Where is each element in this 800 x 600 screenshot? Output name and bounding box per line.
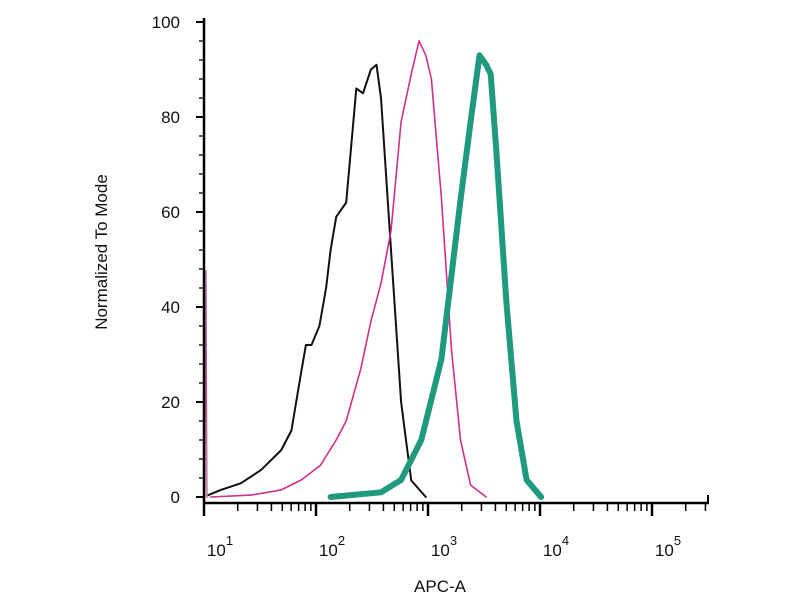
- x-tick-label: 104: [543, 533, 569, 560]
- x-tick-label: 103: [431, 533, 457, 560]
- x-tick-base: 10: [207, 541, 226, 560]
- x-tick-exponent: 5: [674, 533, 681, 548]
- x-axis-title: APC-A: [414, 577, 467, 596]
- series-control-black: [207, 63, 427, 498]
- series-sample-magenta: [209, 40, 488, 498]
- x-tick-exponent: 1: [226, 533, 233, 548]
- edge-spike: [204, 269, 208, 499]
- y-tick-label: 80: [161, 108, 180, 127]
- y-axis-title: Normalized To Mode: [92, 174, 111, 330]
- series-sample-teal: [327, 52, 545, 500]
- x-tick-base: 10: [431, 541, 450, 560]
- y-tick-label: 60: [161, 203, 180, 222]
- x-tick-base: 10: [655, 541, 674, 560]
- axes-layer: [202, 18, 709, 505]
- x-tick-exponent: 2: [338, 533, 345, 548]
- x-tick-exponent: 3: [450, 533, 457, 548]
- x-tick-label: 101: [207, 533, 233, 560]
- y-tick-label: 40: [161, 298, 180, 317]
- x-tick-base: 10: [319, 541, 338, 560]
- y-tick-label: 0: [171, 488, 180, 507]
- y-tick-label: 20: [161, 393, 180, 412]
- x-tick-exponent: 4: [562, 533, 569, 548]
- x-tick-base: 10: [543, 541, 562, 560]
- y-ticks: 0 20 40 60 80 100: [152, 13, 204, 507]
- x-tick-label: 105: [655, 533, 681, 560]
- x-tick-label: 102: [319, 533, 345, 560]
- curves-layer: [204, 40, 545, 500]
- y-tick-label: 100: [152, 13, 180, 32]
